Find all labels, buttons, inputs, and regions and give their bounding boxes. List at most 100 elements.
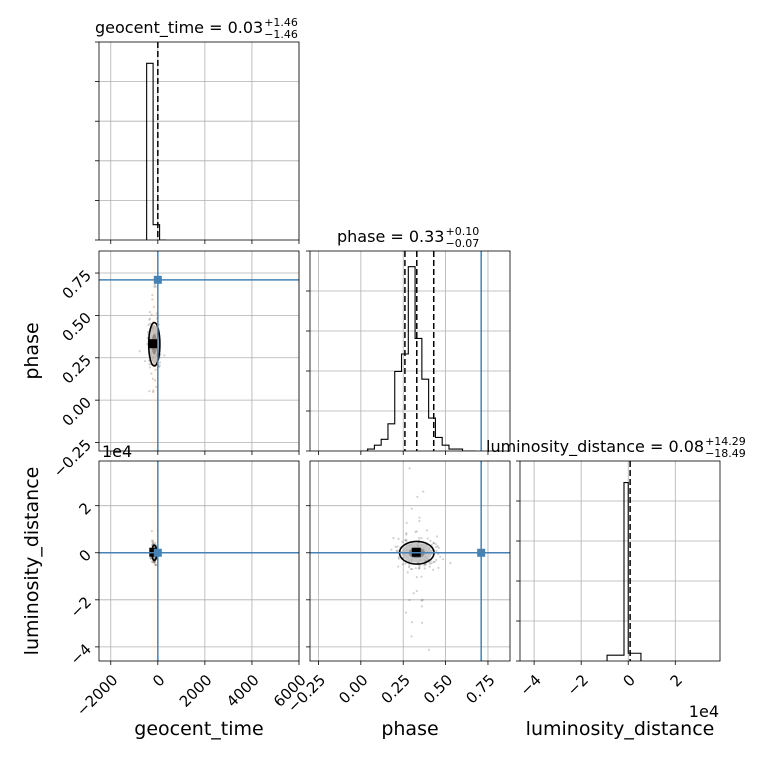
scatter-point — [425, 529, 429, 532]
panel-title-minus: −1.46 — [264, 28, 298, 41]
panel-frame — [98, 460, 300, 662]
y-tick-label-phase: 0.75 — [59, 266, 95, 302]
scatter-point — [154, 368, 157, 371]
scatter-point — [408, 598, 411, 602]
scatter-point — [405, 538, 408, 541]
x-tick-label-luminosity_distance: 0 — [620, 671, 639, 690]
scatter-point — [423, 567, 426, 570]
y-offset-label: 1e4 — [102, 442, 132, 461]
scatter-point — [395, 549, 398, 553]
scatter-point — [412, 592, 415, 595]
scatter-point — [150, 529, 153, 533]
x-axis-label-luminosity_distance: luminosity_distance — [526, 718, 715, 740]
x-tick-label-phase: 0.75 — [462, 671, 498, 707]
scatter-point — [152, 541, 155, 544]
panel-frame — [98, 250, 300, 452]
hist-content — [606, 461, 642, 661]
scatter-point — [404, 562, 407, 565]
x-offset-label: 1e4 — [689, 702, 719, 721]
scatter-point — [152, 390, 155, 394]
scatter-point — [420, 575, 423, 578]
y-tick-label-luminosity_distance: −4 — [67, 640, 95, 668]
scatter-point — [418, 567, 421, 570]
scatter-point — [410, 635, 413, 638]
scatter-point — [433, 560, 436, 564]
truth-marker — [153, 548, 162, 557]
scatter-point — [153, 285, 156, 288]
scatter-point — [153, 283, 156, 286]
scatter-point — [155, 563, 158, 566]
scatter-point — [437, 546, 440, 550]
scatter-point — [152, 539, 155, 542]
scatter-point — [437, 553, 440, 556]
scatter-point — [430, 562, 433, 565]
scatter-point — [147, 323, 150, 327]
scatter-point — [418, 565, 421, 568]
scatter-point — [408, 566, 411, 569]
scatter-point — [149, 557, 153, 561]
x-tick-label-luminosity_distance: 2 — [667, 671, 686, 690]
scatter-point — [436, 545, 439, 548]
scatter-point — [155, 385, 158, 388]
scatter-point — [405, 533, 408, 536]
panel-title-plus: +1.46 — [264, 16, 298, 29]
scatter-point — [429, 562, 432, 565]
x-axis-label-geocent_time: geocent_time — [134, 718, 263, 740]
scatter-point — [158, 364, 161, 367]
scatter-point — [158, 361, 162, 364]
panel-hist-phase — [309, 250, 511, 452]
scatter-point — [148, 310, 152, 314]
scatter-point — [148, 318, 151, 321]
scatter-point — [424, 563, 427, 566]
scatter-point — [437, 566, 440, 569]
panel-title-minus: −18.49 — [705, 447, 746, 460]
scatter-point — [397, 537, 400, 540]
panel-title-minus: −0.07 — [445, 237, 479, 250]
histogram-step-phase — [360, 266, 477, 451]
truth-marker — [477, 548, 486, 557]
scatter-point — [154, 541, 157, 545]
scatter-point — [151, 298, 154, 301]
panel-title-luminosity_distance: luminosity_distance = 0.08 — [486, 437, 704, 457]
panel-frame — [519, 460, 721, 662]
scatter-point — [414, 567, 417, 570]
scatter-point — [449, 562, 452, 565]
scatter-point — [152, 362, 156, 366]
y-tick-label-phase: 0.25 — [59, 351, 95, 387]
contour-outer — [147, 321, 161, 367]
scatter-point — [404, 611, 408, 614]
scatter-point — [432, 542, 435, 545]
scatter-point — [420, 599, 423, 602]
hist-content — [146, 42, 167, 240]
scatter-point — [416, 495, 419, 499]
scatter-point — [153, 379, 157, 382]
scatter-point — [421, 598, 424, 602]
scatter-point — [435, 535, 439, 538]
scatter-point — [153, 561, 157, 564]
histogram-step-geocent_time — [146, 62, 167, 240]
x-tick-label-geocent_time: 0 — [149, 671, 168, 690]
scatter-point — [427, 648, 430, 651]
scatter-point — [152, 305, 155, 308]
scatter-point — [423, 564, 426, 567]
scatter-point — [417, 567, 421, 570]
scatter-point — [405, 521, 408, 524]
truth-marker — [153, 275, 162, 284]
panel-frame — [98, 41, 300, 241]
scatter-point — [148, 317, 152, 320]
grid-lines — [99, 42, 300, 240]
scatter-point — [414, 530, 417, 533]
scatter-point — [148, 366, 151, 369]
grid-lines — [310, 461, 510, 661]
panel-title-geocent_time: geocent_time = 0.03 — [95, 18, 263, 38]
scatter-point — [405, 532, 408, 535]
scatter-point — [150, 313, 153, 316]
panel-frame — [309, 460, 511, 662]
y-tick-label-phase: 0.00 — [59, 393, 95, 429]
scatter-point — [150, 560, 154, 563]
scatter-point — [154, 564, 157, 567]
scatter-point — [411, 446, 413, 448]
scatter-point — [434, 542, 437, 546]
scatter-point — [435, 549, 438, 553]
scatter-point — [153, 560, 156, 563]
